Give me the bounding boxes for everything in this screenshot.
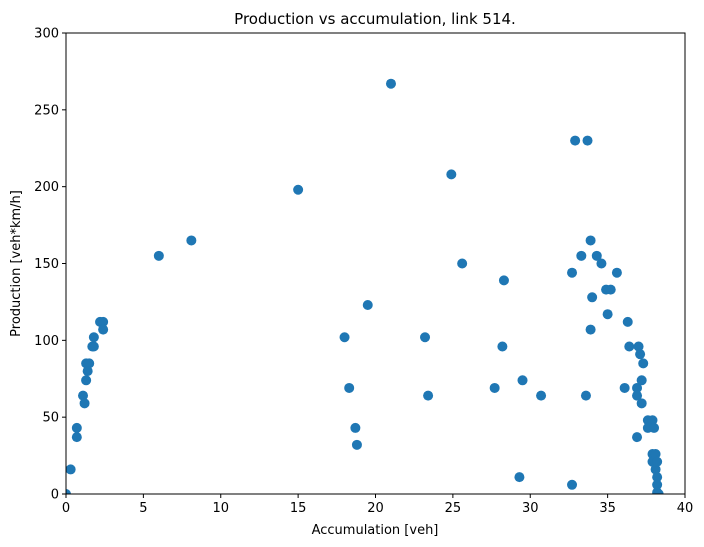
scatter-point xyxy=(619,382,630,393)
scatter-point xyxy=(517,375,528,386)
scatter-point xyxy=(498,275,509,286)
scatter-point xyxy=(570,135,581,146)
scatter-point xyxy=(339,332,350,343)
x-tick-label: 5 xyxy=(139,501,147,516)
scatter-point xyxy=(585,235,596,246)
scatter-point xyxy=(351,439,362,450)
scatter-point xyxy=(78,390,89,401)
scatter-point xyxy=(633,341,644,352)
scatter-point xyxy=(652,456,663,467)
scatter-point xyxy=(596,258,607,269)
scatter-point xyxy=(88,341,99,352)
scatter-point xyxy=(489,382,500,393)
x-tick-label: 20 xyxy=(367,501,384,516)
scatter-point xyxy=(647,415,658,426)
x-axis-title: Accumulation [veh] xyxy=(312,523,439,538)
scatter-point xyxy=(350,422,361,433)
scatter-point xyxy=(186,235,197,246)
scatter-point xyxy=(582,135,593,146)
scatter-point xyxy=(624,341,635,352)
scatter-point xyxy=(82,366,93,377)
y-tick-label: 100 xyxy=(34,334,59,349)
y-axis-title: Production [veh*km/h] xyxy=(9,190,24,337)
y-tick-label: 50 xyxy=(42,411,59,426)
scatter-point xyxy=(66,489,71,494)
scatter-point xyxy=(632,382,643,393)
scatter-point xyxy=(98,316,109,327)
y-tick-label: 200 xyxy=(34,180,59,195)
scatter-point xyxy=(587,292,598,303)
x-tick-label: 25 xyxy=(445,501,462,516)
scatter-point xyxy=(585,324,596,335)
scatter-point xyxy=(652,479,663,490)
scatter-point xyxy=(385,78,396,89)
scatter-point xyxy=(420,332,431,343)
scatter-point xyxy=(344,382,355,393)
y-axis: 0 50 100 150 200 250 300 xyxy=(34,27,66,503)
scatter-point xyxy=(84,358,95,369)
scatter-point xyxy=(576,250,587,261)
x-tick-label: 15 xyxy=(290,501,307,516)
x-tick-label: 40 xyxy=(677,501,694,516)
scatter-point xyxy=(652,472,663,483)
scatter-point xyxy=(605,284,616,295)
y-tick-label: 150 xyxy=(34,257,59,272)
scatter-point xyxy=(81,375,92,386)
x-axis: 0 5 10 15 20 25 30 35 40 xyxy=(62,494,693,516)
scatter-point xyxy=(635,349,646,360)
scatter-point xyxy=(649,422,660,433)
y-tick-label: 0 xyxy=(51,488,59,503)
scatter-point xyxy=(293,184,304,195)
scatter-point xyxy=(580,390,591,401)
scatter-point xyxy=(98,324,109,335)
scatter-point xyxy=(632,390,643,401)
scatter-point xyxy=(591,250,602,261)
scatter-point xyxy=(638,358,649,369)
scatter-point xyxy=(153,250,164,261)
scatter-point xyxy=(497,341,508,352)
y-tick-label: 300 xyxy=(34,27,59,42)
x-tick-label: 35 xyxy=(599,501,616,516)
scatter-point xyxy=(650,449,661,460)
scatter-point xyxy=(611,267,622,278)
scatter-point xyxy=(636,375,647,386)
x-tick-label: 0 xyxy=(62,501,70,516)
scatter-point xyxy=(88,332,99,343)
scatter-point xyxy=(536,390,547,401)
y-tick-label: 250 xyxy=(34,103,59,118)
scatter-point xyxy=(457,258,468,269)
scatter-point xyxy=(446,169,457,180)
scatter-point xyxy=(362,299,373,310)
scatter-point xyxy=(650,464,661,475)
x-tick-label: 10 xyxy=(212,501,229,516)
chart-title: Production vs accumulation, link 514. xyxy=(234,10,516,28)
points-layer xyxy=(66,78,664,494)
scatter-point xyxy=(636,398,647,409)
scatter-point xyxy=(567,267,578,278)
scatter-point xyxy=(602,309,613,320)
scatter-point xyxy=(66,464,76,475)
scatter-point xyxy=(423,390,434,401)
scatter-point xyxy=(79,398,90,409)
scatter-point xyxy=(514,472,525,483)
scatter-point xyxy=(71,422,82,433)
plot-area-frame xyxy=(65,32,686,495)
scatter-point xyxy=(567,479,578,490)
scatter-point xyxy=(632,432,643,443)
scatter-point xyxy=(71,432,82,443)
scatter-point xyxy=(653,489,664,494)
x-tick-label: 30 xyxy=(522,501,539,516)
scatter-point xyxy=(622,316,633,327)
